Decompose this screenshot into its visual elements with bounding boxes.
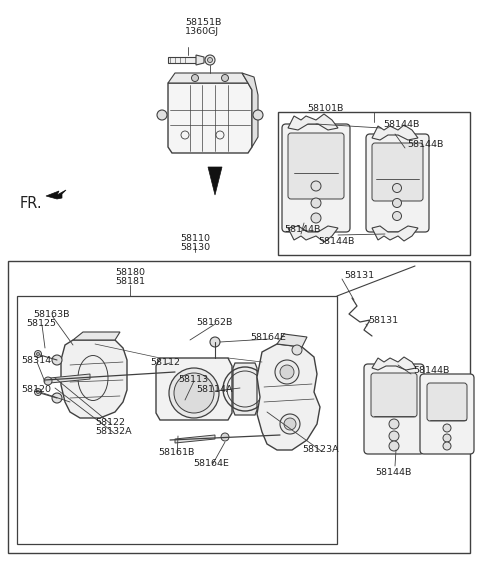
Polygon shape bbox=[61, 340, 127, 418]
Polygon shape bbox=[208, 167, 222, 195]
FancyBboxPatch shape bbox=[371, 373, 417, 417]
Circle shape bbox=[169, 368, 219, 418]
Polygon shape bbox=[168, 73, 248, 83]
Circle shape bbox=[36, 352, 39, 356]
Circle shape bbox=[35, 351, 41, 357]
Circle shape bbox=[311, 181, 321, 191]
Text: 58144B: 58144B bbox=[318, 237, 354, 246]
Circle shape bbox=[393, 199, 401, 208]
Polygon shape bbox=[168, 57, 196, 63]
Circle shape bbox=[35, 389, 41, 396]
Text: 58144B: 58144B bbox=[284, 225, 320, 234]
FancyBboxPatch shape bbox=[366, 134, 429, 232]
Circle shape bbox=[192, 75, 199, 81]
Text: 58110: 58110 bbox=[180, 234, 210, 243]
Text: 58101B: 58101B bbox=[307, 104, 343, 113]
Text: 58113: 58113 bbox=[178, 375, 208, 384]
Polygon shape bbox=[46, 190, 66, 199]
Polygon shape bbox=[196, 55, 204, 65]
Circle shape bbox=[443, 442, 451, 450]
Text: 58162B: 58162B bbox=[196, 318, 232, 327]
Polygon shape bbox=[257, 344, 320, 450]
Circle shape bbox=[221, 433, 229, 441]
Text: FR.: FR. bbox=[20, 196, 43, 211]
Bar bbox=[17, 296, 337, 544]
Bar bbox=[8, 261, 470, 553]
FancyBboxPatch shape bbox=[420, 374, 474, 454]
Circle shape bbox=[292, 345, 302, 355]
Polygon shape bbox=[175, 435, 215, 443]
Circle shape bbox=[157, 110, 167, 120]
Circle shape bbox=[52, 355, 62, 365]
Text: 58114A: 58114A bbox=[196, 385, 232, 394]
Polygon shape bbox=[168, 83, 252, 153]
Text: 58144B: 58144B bbox=[413, 366, 449, 375]
Circle shape bbox=[443, 434, 451, 442]
Text: 58144B: 58144B bbox=[407, 140, 444, 149]
Circle shape bbox=[393, 183, 401, 192]
Text: 58120: 58120 bbox=[21, 385, 51, 394]
Polygon shape bbox=[288, 226, 338, 242]
Bar bbox=[278, 112, 470, 255]
Circle shape bbox=[52, 393, 62, 403]
Polygon shape bbox=[50, 374, 90, 383]
Circle shape bbox=[205, 55, 215, 65]
Circle shape bbox=[393, 211, 401, 220]
Polygon shape bbox=[277, 334, 307, 347]
Text: 1360GJ: 1360GJ bbox=[185, 27, 219, 36]
FancyBboxPatch shape bbox=[288, 133, 344, 199]
Circle shape bbox=[311, 213, 321, 223]
Circle shape bbox=[207, 57, 213, 62]
Circle shape bbox=[311, 198, 321, 208]
Text: 58164E: 58164E bbox=[193, 459, 229, 468]
Circle shape bbox=[221, 75, 228, 81]
Text: 58161B: 58161B bbox=[158, 448, 194, 457]
Text: 58132A: 58132A bbox=[95, 427, 132, 436]
Polygon shape bbox=[73, 332, 120, 340]
Polygon shape bbox=[372, 357, 416, 370]
Polygon shape bbox=[372, 226, 418, 241]
Circle shape bbox=[280, 365, 294, 379]
Text: 58123A: 58123A bbox=[302, 445, 338, 454]
Text: 58112: 58112 bbox=[150, 358, 180, 367]
FancyBboxPatch shape bbox=[364, 364, 424, 454]
Polygon shape bbox=[242, 73, 258, 147]
Circle shape bbox=[275, 360, 299, 384]
Circle shape bbox=[210, 337, 220, 347]
Circle shape bbox=[389, 419, 399, 429]
Circle shape bbox=[174, 373, 214, 413]
Text: 58151B: 58151B bbox=[185, 18, 221, 27]
Polygon shape bbox=[288, 114, 338, 130]
Polygon shape bbox=[372, 125, 418, 140]
Circle shape bbox=[284, 418, 296, 430]
Polygon shape bbox=[156, 358, 232, 420]
Polygon shape bbox=[233, 363, 257, 415]
Circle shape bbox=[443, 424, 451, 432]
Text: 58181: 58181 bbox=[115, 277, 145, 286]
Circle shape bbox=[389, 441, 399, 451]
Text: 58131: 58131 bbox=[344, 271, 374, 280]
Text: 58131: 58131 bbox=[368, 316, 398, 325]
FancyBboxPatch shape bbox=[282, 124, 350, 232]
FancyBboxPatch shape bbox=[427, 383, 467, 421]
FancyBboxPatch shape bbox=[372, 143, 423, 201]
Text: 58122: 58122 bbox=[95, 418, 125, 427]
Text: 58164E: 58164E bbox=[250, 333, 286, 342]
Circle shape bbox=[389, 431, 399, 441]
Circle shape bbox=[280, 414, 300, 434]
Text: 58144B: 58144B bbox=[383, 120, 420, 129]
Text: 58144B: 58144B bbox=[375, 468, 411, 477]
Text: 58130: 58130 bbox=[180, 243, 210, 252]
Text: 58314: 58314 bbox=[21, 356, 51, 365]
Text: 58163B: 58163B bbox=[33, 310, 70, 319]
Text: 58180: 58180 bbox=[115, 268, 145, 277]
Circle shape bbox=[36, 390, 39, 393]
Text: 58125: 58125 bbox=[26, 319, 56, 328]
Circle shape bbox=[44, 377, 52, 385]
Circle shape bbox=[253, 110, 263, 120]
